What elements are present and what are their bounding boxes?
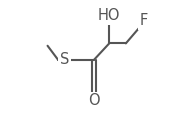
Text: O: O xyxy=(88,93,100,108)
Text: S: S xyxy=(60,53,69,67)
Text: F: F xyxy=(140,13,148,28)
Text: HO: HO xyxy=(98,8,120,23)
